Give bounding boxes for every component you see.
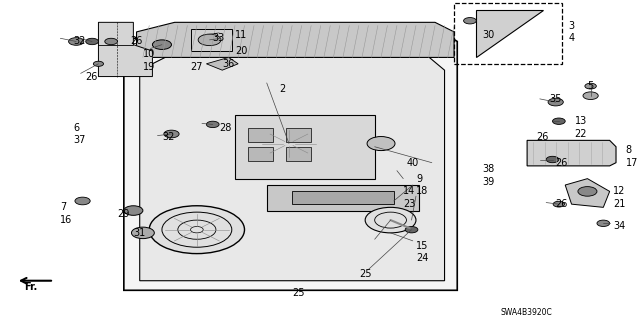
Text: 26: 26 (556, 199, 568, 209)
Polygon shape (292, 191, 394, 204)
Text: 9: 9 (416, 174, 422, 184)
Text: 7: 7 (60, 202, 67, 212)
Circle shape (93, 61, 104, 66)
Circle shape (463, 18, 476, 24)
Circle shape (75, 197, 90, 205)
Circle shape (164, 130, 179, 138)
Circle shape (552, 118, 565, 124)
Circle shape (585, 83, 596, 89)
Text: 12: 12 (613, 186, 625, 197)
Text: 29: 29 (118, 209, 130, 219)
Text: 26: 26 (556, 158, 568, 168)
Text: 34: 34 (613, 221, 625, 232)
Polygon shape (565, 179, 610, 207)
Text: 32: 32 (162, 132, 174, 142)
Bar (286, 147, 311, 161)
Polygon shape (124, 26, 457, 290)
Text: 22: 22 (575, 129, 588, 139)
Text: 35: 35 (549, 94, 562, 104)
Text: 17: 17 (625, 158, 638, 168)
Circle shape (583, 92, 598, 100)
Polygon shape (476, 10, 543, 57)
Polygon shape (140, 54, 445, 281)
Text: 37: 37 (73, 135, 85, 145)
Text: 6: 6 (73, 122, 79, 133)
Circle shape (198, 32, 209, 38)
Text: SWA4B3920C: SWA4B3920C (500, 308, 552, 317)
Circle shape (68, 38, 84, 45)
Text: 13: 13 (575, 116, 587, 126)
Circle shape (152, 40, 172, 49)
Text: 3: 3 (568, 20, 575, 31)
Text: 20: 20 (235, 46, 247, 56)
Circle shape (365, 207, 416, 233)
Polygon shape (235, 115, 374, 179)
Text: 23: 23 (403, 199, 415, 209)
Text: Fr.: Fr. (24, 282, 37, 292)
Bar (248, 128, 273, 142)
Text: 5: 5 (588, 81, 594, 91)
Text: 16: 16 (60, 215, 72, 225)
Circle shape (367, 137, 395, 151)
Text: 27: 27 (191, 62, 203, 72)
Bar (248, 147, 273, 161)
Text: 11: 11 (235, 30, 247, 40)
Circle shape (405, 226, 418, 233)
Text: 26: 26 (130, 36, 143, 47)
Text: 15: 15 (416, 241, 428, 251)
Circle shape (206, 121, 219, 128)
Text: 32: 32 (73, 36, 85, 47)
Circle shape (578, 187, 597, 196)
Circle shape (86, 38, 99, 45)
Polygon shape (99, 22, 152, 77)
Text: 18: 18 (416, 186, 428, 197)
Circle shape (131, 227, 154, 239)
Polygon shape (206, 57, 238, 70)
Text: 40: 40 (406, 158, 419, 168)
Text: 25: 25 (359, 269, 371, 279)
Bar (454, 3, 562, 64)
Text: 26: 26 (86, 71, 98, 82)
Text: 4: 4 (568, 33, 575, 43)
Polygon shape (527, 140, 616, 166)
Circle shape (597, 220, 610, 226)
Text: 36: 36 (222, 59, 234, 69)
Text: 39: 39 (483, 177, 495, 187)
Text: 24: 24 (416, 253, 428, 263)
Circle shape (149, 206, 244, 254)
Text: 10: 10 (143, 49, 155, 59)
Circle shape (248, 123, 330, 164)
Circle shape (553, 201, 564, 207)
Text: 30: 30 (483, 30, 495, 40)
Polygon shape (267, 185, 419, 211)
Text: 28: 28 (219, 122, 232, 133)
Text: 2: 2 (280, 84, 285, 94)
Text: 25: 25 (292, 288, 305, 299)
Text: 33: 33 (212, 33, 225, 43)
Text: 38: 38 (483, 164, 495, 174)
Text: 8: 8 (625, 145, 632, 155)
Text: 26: 26 (536, 132, 549, 142)
Text: 21: 21 (613, 199, 625, 209)
Bar (286, 128, 311, 142)
Text: 31: 31 (133, 228, 146, 238)
Polygon shape (136, 22, 454, 57)
Circle shape (546, 156, 559, 163)
Polygon shape (191, 29, 232, 51)
Circle shape (105, 38, 118, 45)
Circle shape (124, 206, 143, 215)
Circle shape (548, 98, 563, 106)
Circle shape (198, 34, 221, 46)
Text: 19: 19 (143, 62, 155, 72)
Text: 14: 14 (403, 186, 415, 197)
